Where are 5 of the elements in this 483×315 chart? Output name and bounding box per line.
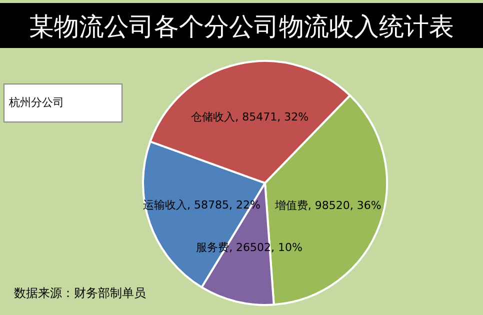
slice-label: 增值费, 98520, 36% <box>274 198 382 212</box>
source-note: 数据来源：财务部制单员 <box>14 286 146 300</box>
text: 杭州分公司 <box>8 96 64 109</box>
chart-title: 某物流公司各个分公司物流收入统计表 <box>29 12 454 41</box>
slice-label: 仓储收入, 85471, 32% <box>191 110 309 124</box>
